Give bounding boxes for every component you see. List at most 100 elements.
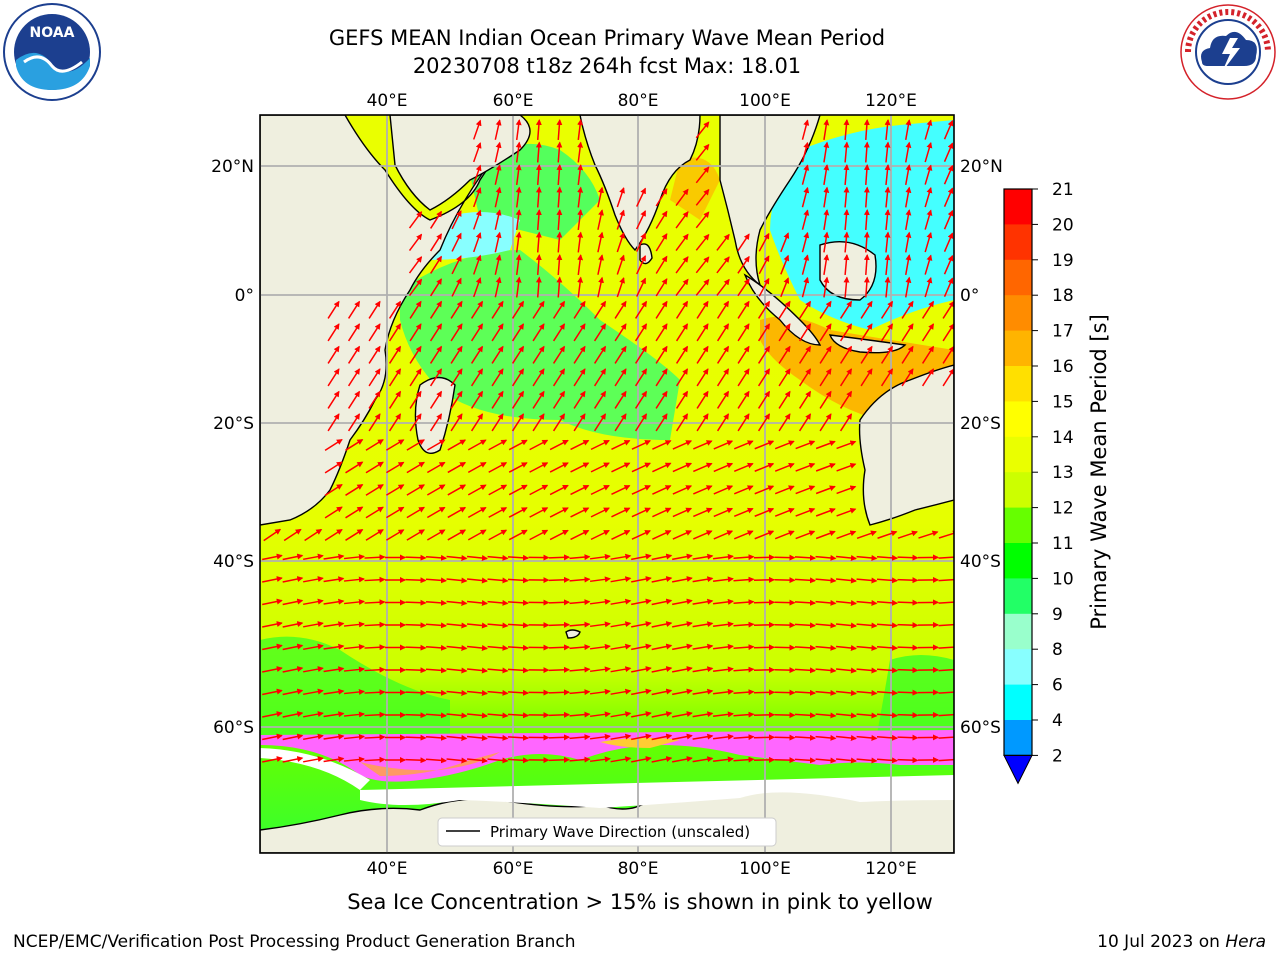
wave-direction-arrow — [921, 323, 935, 342]
wave-direction-arrow — [876, 757, 898, 764]
land-australia — [858, 364, 954, 526]
wave-direction-arrow — [556, 231, 563, 253]
wave-direction-arrow — [406, 529, 425, 541]
wave-direction-arrow — [429, 323, 443, 342]
wave-direction-arrow — [863, 254, 870, 276]
wave-direction-arrow — [942, 368, 954, 387]
wave-direction-arrow — [631, 462, 651, 473]
wave-direction-arrow — [856, 689, 878, 696]
colorbar-tick-label: 6 — [1052, 676, 1063, 696]
wave-direction-arrow — [884, 231, 891, 253]
wave-direction-arrow — [470, 323, 484, 342]
colorbar-segment — [1004, 330, 1032, 367]
wave-direction-arrow — [614, 323, 627, 342]
wave-direction-arrow — [943, 277, 954, 297]
wave-direction-arrow — [426, 439, 446, 451]
wave-direction-arrow — [262, 756, 283, 763]
lon-label-bottom: 80°E — [618, 859, 659, 879]
wave-direction-arrow — [675, 413, 689, 432]
wave-direction-arrow — [819, 300, 832, 319]
wave-direction-arrow — [631, 733, 652, 741]
wave-direction-arrow — [556, 119, 563, 141]
wave-direction-arrow — [324, 506, 343, 519]
wave-direction-arrow — [590, 462, 610, 473]
wave-direction-arrow — [556, 186, 563, 208]
wave-direction-arrow — [556, 164, 563, 186]
wave-direction-arrow — [446, 622, 468, 629]
wave-direction-arrow — [364, 689, 386, 696]
wave-direction-arrow — [303, 688, 324, 696]
wave-direction-arrow — [938, 666, 954, 673]
wave-direction-arrow — [529, 462, 549, 473]
wave-direction-arrow — [426, 506, 446, 519]
wave-direction-arrow — [877, 530, 898, 539]
wave-direction-arrow — [815, 462, 836, 472]
wave-direction-arrow — [815, 599, 837, 606]
wave-direction-arrow — [733, 576, 755, 583]
wave-direction-arrow — [795, 440, 816, 450]
wave-direction-arrow — [815, 440, 836, 450]
colorbar-segment — [1004, 259, 1032, 296]
wave-direction-arrow — [508, 484, 528, 496]
wave-direction-arrow — [593, 323, 607, 342]
wave-direction-arrow — [801, 209, 810, 230]
wave-direction-arrow — [590, 484, 610, 496]
wave-direction-arrow — [753, 554, 775, 561]
wave-direction-arrow — [904, 209, 912, 230]
wave-direction-arrow — [556, 141, 563, 163]
wave-direction-arrow — [794, 599, 816, 606]
wave-direction-arrow — [429, 368, 443, 387]
wave-direction-arrow — [897, 712, 919, 719]
wave-direction-arrow — [364, 644, 386, 651]
wave-direction-arrow — [801, 164, 810, 185]
wave-direction-arrow — [466, 600, 488, 606]
wave-direction-arrow — [405, 734, 427, 741]
wave-direction-arrow — [529, 507, 549, 518]
wave-direction-arrow — [425, 734, 447, 741]
wave-direction-arrow — [794, 554, 816, 561]
wave-direction-arrow — [611, 530, 631, 540]
wave-direction-arrow — [323, 666, 345, 673]
wave-direction-arrow — [507, 734, 529, 741]
wave-direction-arrow — [815, 485, 836, 495]
colorbar-segment — [1004, 720, 1032, 756]
wave-direction-arrow — [774, 530, 795, 540]
wave-direction-arrow — [577, 254, 584, 276]
wave-direction-arrow — [753, 576, 775, 583]
wave-direction-arrow — [675, 256, 689, 274]
wave-direction-arrow — [494, 186, 502, 208]
wave-direction-arrow — [303, 576, 324, 583]
wave-direction-arrow — [549, 507, 569, 518]
wave-direction-arrow — [672, 621, 693, 628]
wave-direction-arrow — [262, 621, 283, 628]
wave-direction-arrow — [631, 688, 652, 696]
wave-direction-arrow — [487, 622, 509, 629]
wave-direction-arrow — [651, 576, 673, 583]
wave-direction-arrow — [365, 506, 384, 519]
wave-direction-arrow — [507, 577, 529, 584]
wave-direction-arrow — [429, 413, 443, 432]
wave-direction-arrow — [774, 485, 795, 495]
wave-direction-arrow — [655, 210, 668, 229]
wave-direction-arrow — [447, 461, 467, 474]
wave-direction-arrow — [597, 186, 604, 208]
wave-direction-arrow — [343, 666, 365, 673]
colorbar-segment — [1004, 436, 1032, 473]
wave-direction-arrow — [835, 555, 857, 561]
wave-direction-arrow — [324, 483, 343, 497]
wave-direction-arrow — [347, 300, 361, 319]
wave-direction-arrow — [819, 323, 832, 342]
colorbar-label: Primary Wave Mean Period [s] — [1087, 314, 1111, 630]
wave-direction-arrow — [860, 368, 873, 387]
wave-direction-arrow — [655, 278, 668, 297]
wave-direction-arrow — [368, 413, 381, 432]
wave-direction-arrow — [693, 440, 713, 450]
wave-direction-arrow — [835, 690, 857, 696]
wave-direction-arrow — [386, 439, 405, 451]
wave-direction-arrow — [610, 621, 632, 628]
wave-direction-arrow — [365, 529, 384, 541]
wave-direction-arrow — [815, 554, 837, 561]
wave-direction-arrow — [597, 231, 604, 253]
wave-direction-arrow — [532, 413, 545, 432]
wave-direction-arrow — [365, 461, 384, 474]
